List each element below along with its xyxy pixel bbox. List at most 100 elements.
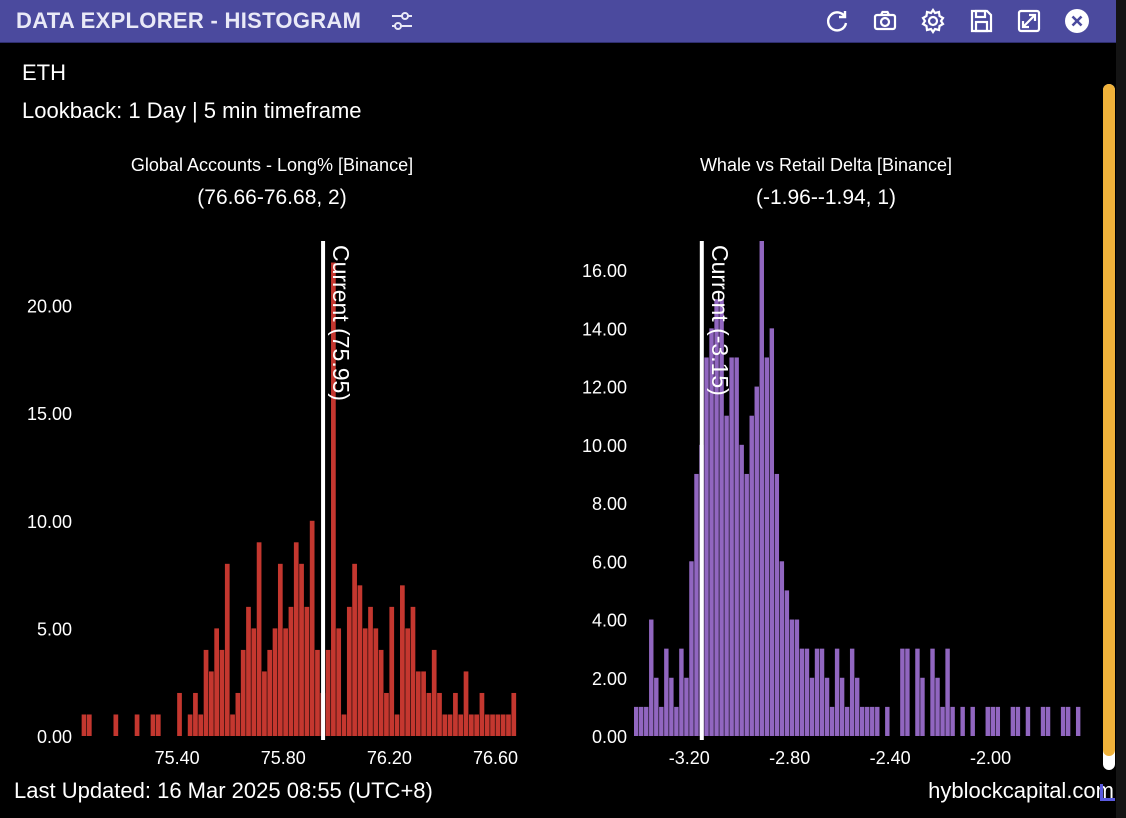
histogram-bar (995, 706, 1001, 736)
histogram-bar (669, 677, 674, 736)
histogram-bar (950, 706, 955, 736)
lookback-label: Lookback: 1 Day | 5 min timeframe (22, 98, 362, 123)
histogram-bar (272, 628, 278, 736)
histogram-bar (421, 671, 426, 736)
histogram-bar (86, 714, 92, 736)
histogram-bar (288, 606, 294, 736)
histogram-bar (500, 714, 506, 736)
histogram-bar (634, 706, 639, 736)
histogram-bar (920, 677, 925, 736)
left-chart-title: Global Accounts - Long% [Binance] (130, 155, 414, 175)
histogram-bar (639, 706, 644, 736)
y-tick-label: 10.00 (582, 436, 627, 456)
histogram-bar (854, 677, 860, 736)
histogram-bar (774, 473, 780, 736)
y-tick-label: 0.00 (37, 727, 72, 747)
histogram-bar (230, 714, 235, 736)
camera-icon[interactable] (871, 7, 899, 35)
gear-icon[interactable] (919, 7, 947, 35)
histogram-bar (309, 520, 315, 736)
histogram-bar (754, 386, 759, 736)
histogram-bar (684, 677, 689, 736)
y-tick-label: 20.00 (27, 297, 72, 317)
x-tick-label: -2.00 (970, 748, 1011, 768)
histogram-bar (654, 677, 659, 736)
histogram-bar (1025, 706, 1031, 736)
window-edge (1116, 0, 1126, 818)
histogram-bar (1045, 706, 1051, 736)
histogram-bar (940, 706, 945, 736)
histogram-bar (769, 328, 775, 736)
y-tick-label: 6.00 (592, 552, 627, 572)
brand-link[interactable]: hyblockcapital.com (928, 778, 1114, 803)
close-icon[interactable] (1063, 7, 1091, 35)
histogram-bar (352, 563, 357, 736)
histogram-bar (187, 714, 193, 736)
histogram-bar (739, 444, 744, 736)
histogram-bar (644, 706, 649, 736)
save-icon[interactable] (967, 7, 995, 35)
histogram-bar (985, 706, 990, 736)
histogram-bar (283, 628, 288, 736)
histogram-bar (870, 706, 875, 736)
histogram-bar (134, 714, 140, 736)
histogram-bar (799, 648, 805, 736)
histogram-bar (373, 628, 379, 736)
left-chart-subtitle: (76.66-76.68, 2) (197, 186, 347, 209)
histogram-bar (331, 262, 336, 736)
histogram-bar (960, 706, 965, 736)
last-updated: Last Updated: 16 Mar 2025 08:55 (UTC+8) (14, 778, 433, 803)
histogram-bar (442, 714, 448, 736)
histogram-bar (970, 706, 975, 736)
histogram-bar (900, 648, 905, 736)
scrollbar-thumb[interactable] (1103, 84, 1115, 756)
histogram-bar (315, 649, 320, 736)
histogram-bar (714, 299, 719, 736)
histogram-bar (336, 628, 342, 736)
histogram-bar (759, 241, 764, 736)
histogram-bar (474, 714, 479, 736)
histogram-bar (930, 648, 935, 736)
histogram-bar (240, 649, 246, 736)
x-tick-label: -2.40 (870, 748, 911, 768)
histogram-bar (415, 671, 421, 736)
histogram-bar (709, 328, 714, 736)
histogram-bar (368, 606, 373, 736)
histogram-bar (262, 671, 267, 736)
histogram-bar (849, 648, 855, 736)
histogram-bar (214, 628, 220, 736)
histogram-bar (506, 714, 511, 736)
histogram-bar (113, 714, 119, 736)
histogram-bar (824, 677, 830, 736)
y-tick-label: 8.00 (592, 494, 627, 514)
histogram-bar (689, 561, 694, 736)
refresh-icon[interactable] (823, 7, 851, 35)
histogram-bar (453, 692, 458, 736)
histogram-bar (1075, 706, 1081, 736)
histogram-bar (150, 714, 156, 736)
histogram-bar (945, 648, 950, 736)
histogram-bar (479, 692, 485, 736)
histogram-bar (405, 628, 411, 736)
histogram-bar (804, 648, 810, 736)
sliders-icon[interactable] (388, 7, 416, 35)
expand-icon[interactable] (1015, 7, 1043, 35)
histogram-bar (468, 714, 474, 736)
histogram-bar (431, 649, 437, 736)
histogram-bar (246, 606, 251, 736)
current-value-label: Current (-3.15) (707, 245, 733, 396)
histogram-bar (267, 649, 273, 736)
histogram-bar (219, 649, 225, 736)
histogram-bar (839, 677, 845, 736)
histogram-bar (674, 706, 679, 736)
y-tick-label: 15.00 (27, 404, 72, 424)
histogram-bar (764, 357, 769, 736)
histogram-bar (734, 357, 739, 736)
histogram-bar (458, 714, 464, 736)
histogram-bar (784, 590, 790, 736)
y-tick-label: 2.00 (592, 669, 627, 689)
histogram-bar (865, 706, 870, 736)
resize-handle[interactable] (1100, 784, 1115, 801)
histogram-bar (875, 706, 880, 736)
histogram-bar (905, 648, 910, 736)
